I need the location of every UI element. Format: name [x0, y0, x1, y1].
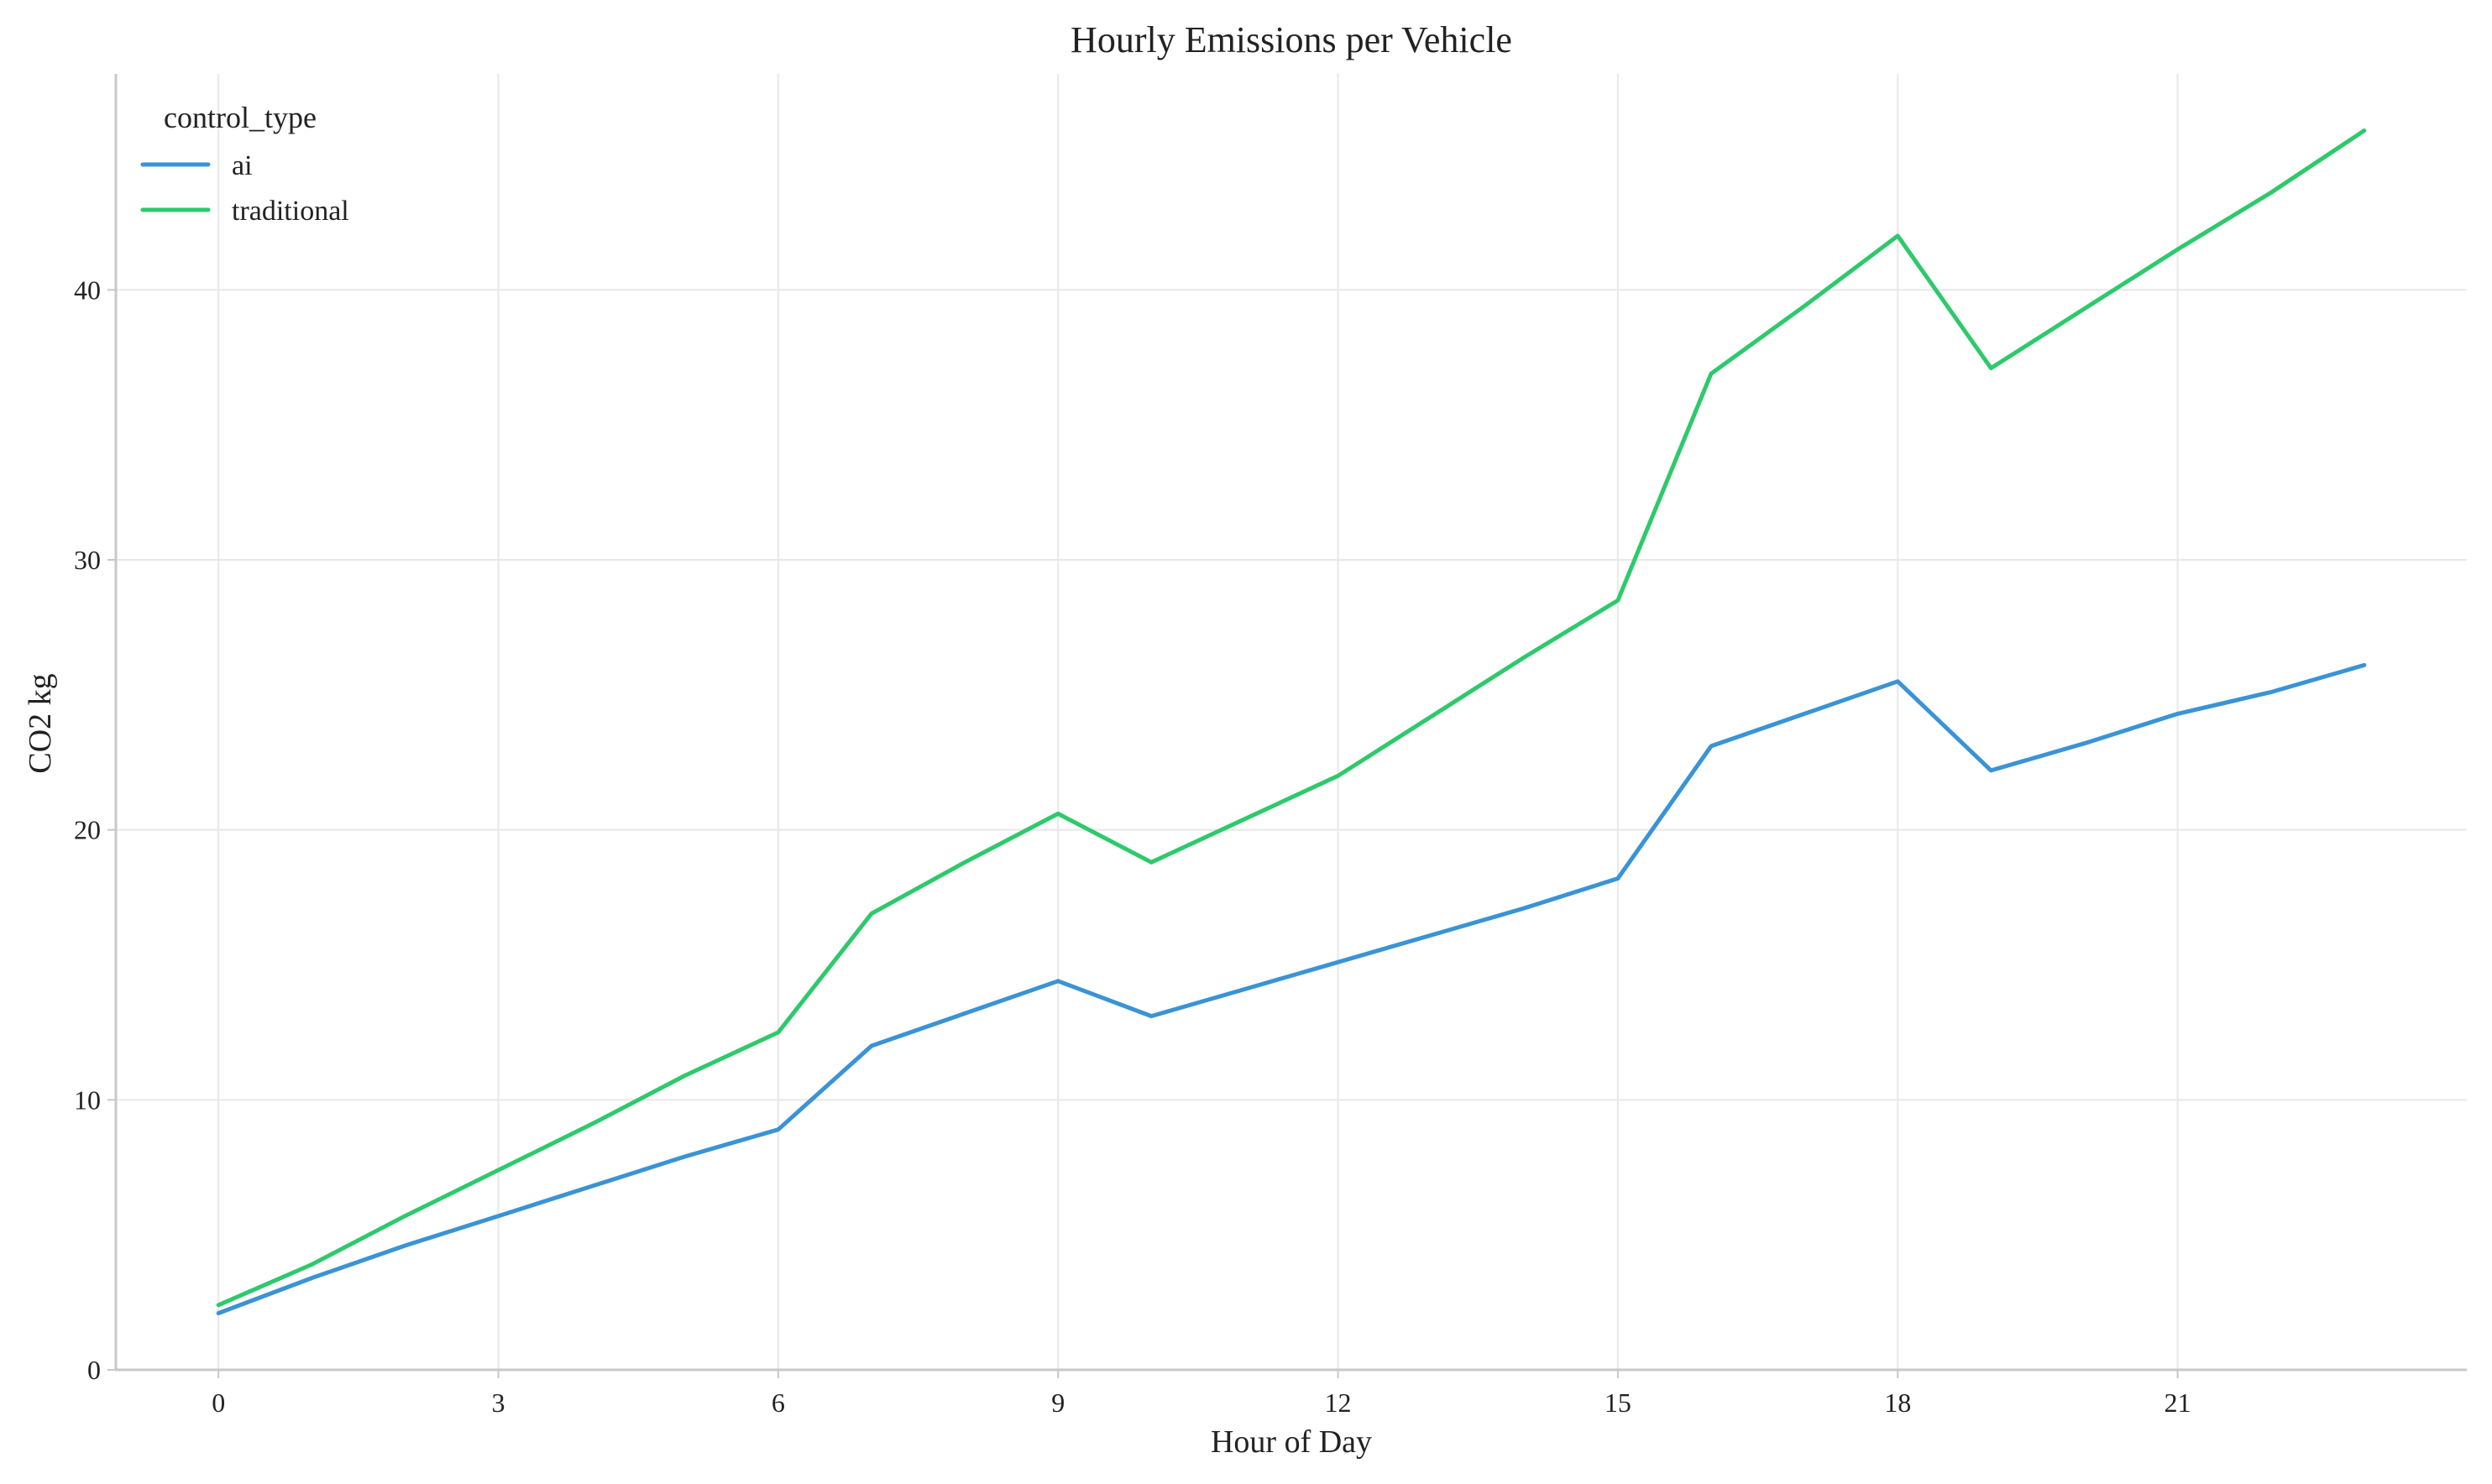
axis-ticks: 0 3 6 9 12 15 18 21 0 10 20 30 40 — [74, 274, 2191, 1418]
legend-label-ai: ai — [232, 150, 253, 181]
x-axis-label: Hour of Day — [1211, 1424, 1372, 1460]
x-tick-label: 21 — [2165, 1387, 2191, 1418]
legend-title: control_type — [164, 101, 317, 134]
chart-title: Hourly Emissions per Vehicle — [1071, 19, 1512, 60]
x-tick-label: 0 — [212, 1387, 225, 1418]
y-axis-label: CO2 kg — [23, 673, 58, 773]
x-tick-label: 9 — [1051, 1387, 1065, 1418]
series-lines — [216, 128, 2367, 1315]
series-line-traditional — [216, 128, 2367, 1308]
legend-label-traditional: traditional — [232, 196, 349, 227]
y-tick-label: 0 — [87, 1355, 101, 1385]
y-tick-label: 40 — [74, 274, 101, 305]
x-tick-label: 18 — [1884, 1387, 1911, 1418]
x-tick-label: 12 — [1325, 1387, 1352, 1418]
legend: control_type ai traditional — [140, 101, 349, 227]
legend-items: ai traditional — [140, 150, 349, 227]
series-line-ai — [216, 662, 2367, 1315]
grid-lines — [116, 74, 2467, 1370]
x-tick-label: 3 — [492, 1387, 505, 1418]
x-tick-label: 15 — [1605, 1387, 1631, 1418]
y-tick-label: 30 — [74, 545, 101, 575]
y-tick-label: 10 — [74, 1084, 101, 1115]
y-tick-label: 20 — [74, 815, 101, 845]
x-tick-label: 6 — [772, 1387, 785, 1418]
axis-spines — [114, 74, 2467, 1372]
